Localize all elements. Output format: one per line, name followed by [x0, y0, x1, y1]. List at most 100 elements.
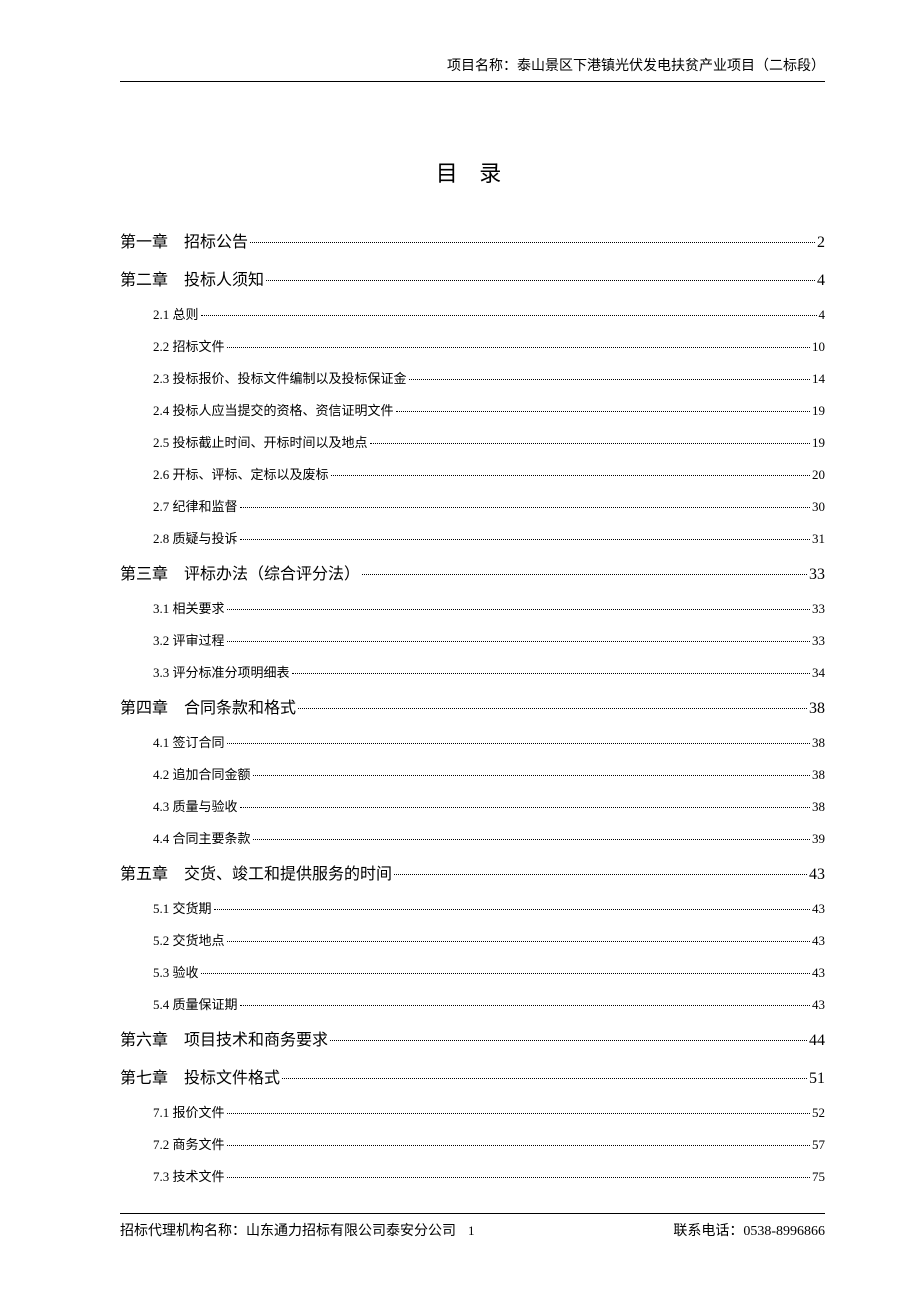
toc-dots [331, 475, 810, 476]
toc-item-label: 第三章 评标办法（综合评分法） [120, 560, 360, 584]
toc-item: 第四章 合同条款和格式 38 [120, 694, 825, 718]
toc-dots [282, 1078, 807, 1079]
toc-item-label: 第七章 投标文件格式 [120, 1064, 280, 1088]
toc-item-page: 19 [812, 403, 825, 419]
toc-dots [330, 1040, 807, 1041]
toc-item-label: 2.4 投标人应当提交的资格、资信证明文件 [153, 400, 394, 419]
toc-item-page: 43 [809, 866, 825, 884]
toc-dots [227, 1145, 810, 1146]
toc-item-label: 4.4 合同主要条款 [153, 828, 251, 847]
toc-item-page: 38 [812, 799, 825, 815]
toc-item-page: 14 [812, 371, 825, 387]
toc-item-label: 第四章 合同条款和格式 [120, 694, 296, 718]
toc-item-label: 2.1 总则 [153, 304, 199, 323]
toc-item-page: 38 [809, 700, 825, 718]
toc-item: 3.2 评审过程33 [120, 630, 825, 649]
toc-item: 5.2 交货地点 43 [120, 930, 825, 949]
toc-item-page: 31 [812, 531, 825, 547]
toc-dots [394, 874, 807, 875]
footer-agency: 招标代理机构名称：山东通力招标有限公司泰安分公司 [120, 1220, 456, 1240]
toc-item-page: 33 [809, 566, 825, 584]
toc-dots [240, 807, 810, 808]
toc-dots [227, 941, 810, 942]
toc-dots [253, 839, 810, 840]
toc-item-page: 51 [809, 1070, 825, 1088]
toc-dots [214, 909, 810, 910]
toc-item-label: 2.8 质疑与投诉 [153, 528, 238, 547]
toc-item-page: 10 [812, 339, 825, 355]
toc-item-page: 38 [812, 735, 825, 751]
toc-item: 第七章 投标文件格式 51 [120, 1064, 825, 1088]
toc-item-page: 33 [812, 601, 825, 617]
toc-item-page: 52 [812, 1105, 825, 1121]
toc-item-page: 43 [812, 965, 825, 981]
toc-dots [227, 609, 810, 610]
toc-dots [250, 242, 815, 243]
toc-item-label: 2.2 招标文件 [153, 336, 225, 355]
toc-dots [266, 280, 815, 281]
toc-item-label: 7.2 商务文件 [153, 1134, 225, 1153]
toc-item: 4.4 合同主要条款 39 [120, 828, 825, 847]
toc-dots [396, 411, 810, 412]
toc-dots [227, 1177, 810, 1178]
toc-item-label: 2.7 纪律和监督 [153, 496, 238, 515]
toc-item: 第二章 投标人须知 4 [120, 266, 825, 290]
toc-item-label: 2.6 开标、评标、定标以及废标 [153, 464, 329, 483]
footer: 招标代理机构名称：山东通力招标有限公司泰安分公司 1 联系电话：0538-899… [120, 1213, 825, 1240]
toc-item-page: 2 [817, 234, 825, 252]
toc-item: 3.1 相关要求 33 [120, 598, 825, 617]
toc-item-page: 20 [812, 467, 825, 483]
toc-item: 第一章 招标公告2 [120, 228, 825, 252]
toc-item-label: 7.1 报价文件 [153, 1102, 225, 1121]
toc-item-label: 4.3 质量与验收 [153, 796, 238, 815]
toc-item-page: 43 [812, 933, 825, 949]
toc-item: 5.1 交货期43 [120, 898, 825, 917]
toc-item-label: 第二章 投标人须知 [120, 266, 264, 290]
toc-dots [227, 347, 810, 348]
toc-item: 2.7 纪律和监督 30 [120, 496, 825, 515]
toc-item-page: 30 [812, 499, 825, 515]
toc-item-label: 5.4 质量保证期 [153, 994, 238, 1013]
toc-item-page: 75 [812, 1169, 825, 1185]
toc-list: 第一章 招标公告2 第二章 投标人须知 4 2.1 总则 4 2.2 招标文件 10 2.3 … [120, 228, 825, 1185]
toc-item-label: 3.2 评审过程 [153, 630, 225, 649]
toc-item-label: 2.5 投标截止时间、开标时间以及地点 [153, 432, 368, 451]
toc-dots [227, 641, 810, 642]
toc-dots [201, 973, 810, 974]
toc-item: 2.8 质疑与投诉 31 [120, 528, 825, 547]
toc-item: 5.3 验收43 [120, 962, 825, 981]
header-project-name: 项目名称：泰山景区下港镇光伏发电扶贫产业项目（二标段） [120, 55, 825, 82]
toc-item-page: 43 [812, 997, 825, 1013]
toc-dots [227, 1113, 810, 1114]
toc-item-page: 39 [812, 831, 825, 847]
toc-dots [240, 507, 810, 508]
toc-item-page: 4 [817, 272, 825, 290]
toc-item-page: 4 [819, 307, 826, 323]
toc-item-page: 19 [812, 435, 825, 451]
toc-item: 2.3 投标报价、投标文件编制以及投标保证金14 [120, 368, 825, 387]
toc-title: 目 录 [120, 156, 825, 188]
toc-dots [240, 539, 810, 540]
toc-item: 第五章 交货、竣工和提供服务的时间 43 [120, 860, 825, 884]
toc-item-label: 第六章 项目技术和商务要求 [120, 1026, 328, 1050]
toc-item-label: 7.3 技术文件 [153, 1166, 225, 1185]
toc-item: 2.6 开标、评标、定标以及废标 20 [120, 464, 825, 483]
toc-item: 2.2 招标文件 10 [120, 336, 825, 355]
toc-item: 5.4 质量保证期 43 [120, 994, 825, 1013]
toc-dots [253, 775, 810, 776]
footer-left: 招标代理机构名称：山东通力招标有限公司泰安分公司 1 [120, 1220, 475, 1240]
toc-dots [298, 708, 807, 709]
toc-item-label: 3.3 评分标准分项明细表 [153, 662, 290, 681]
toc-dots [409, 379, 810, 380]
toc-item: 7.3 技术文件 75 [120, 1166, 825, 1185]
toc-item: 第六章 项目技术和商务要求44 [120, 1026, 825, 1050]
toc-item: 7.1 报价文件 52 [120, 1102, 825, 1121]
toc-item: 4.2 追加合同金额38 [120, 764, 825, 783]
toc-item-label: 5.1 交货期 [153, 898, 212, 917]
toc-item: 4.3 质量与验收 38 [120, 796, 825, 815]
toc-item-label: 5.2 交货地点 [153, 930, 225, 949]
toc-item-page: 38 [812, 767, 825, 783]
toc-item-label: 第五章 交货、竣工和提供服务的时间 [120, 860, 392, 884]
toc-item-label: 3.1 相关要求 [153, 598, 225, 617]
toc-item: 7.2 商务文件57 [120, 1134, 825, 1153]
